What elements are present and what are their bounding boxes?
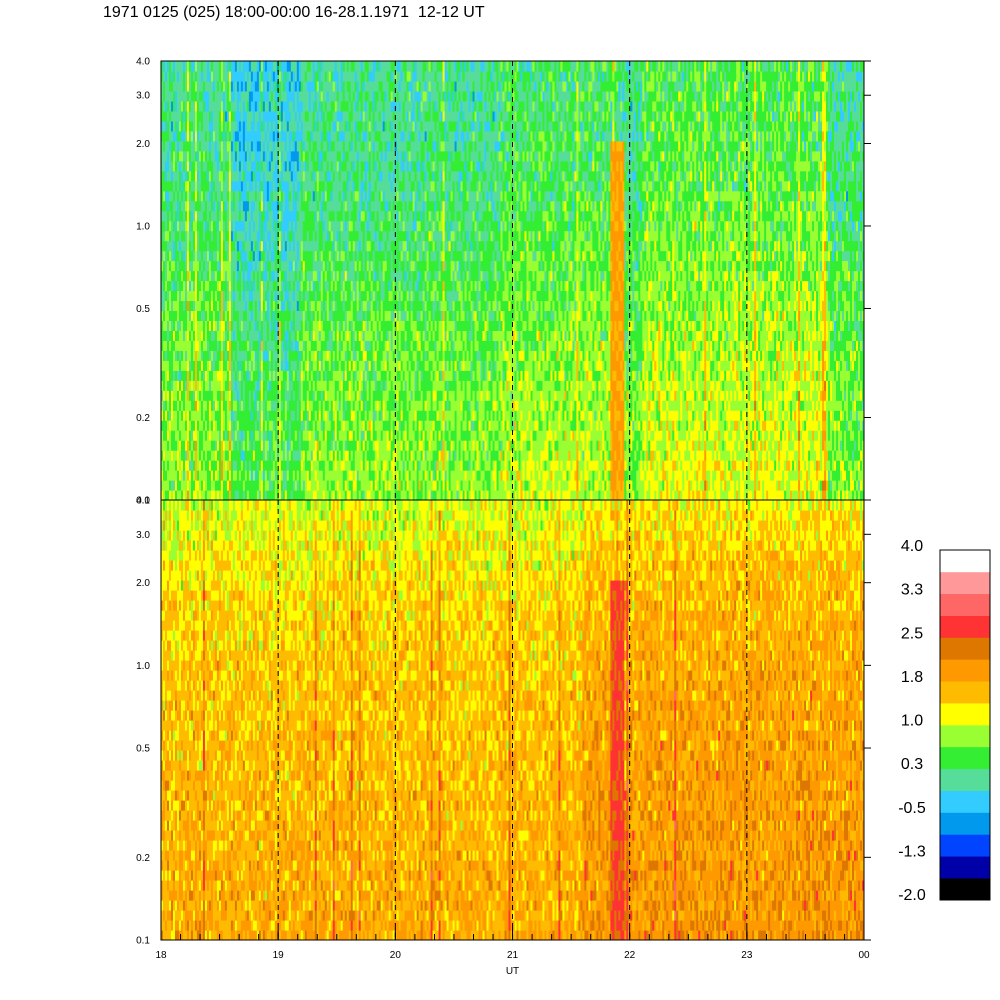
colorbar-swatch xyxy=(940,615,990,638)
lower-y-tick-label: 3.0 xyxy=(136,530,150,541)
lower-spectrogram-panel xyxy=(161,500,864,940)
colorbar-swatch xyxy=(940,571,990,595)
colorbar-swatch xyxy=(940,681,990,704)
colorbar-label: 3.3 xyxy=(901,582,923,599)
colorbar-label: -2.0 xyxy=(898,887,926,904)
upper-y-tick-label: 1.0 xyxy=(136,221,150,232)
upper-y-tick-label: 3.0 xyxy=(136,91,150,102)
lower-y-tick-label: 1.0 xyxy=(136,661,150,672)
colorbar-label: 1.0 xyxy=(901,713,923,730)
colorbar-swatch xyxy=(940,790,990,813)
axes-overlay: 0.10.20.51.02.03.04.00.10.20.51.02.03.04… xyxy=(136,57,871,977)
colorbar-swatch xyxy=(940,593,990,616)
colorbar-label: 0.3 xyxy=(901,756,923,773)
colorbar-swatch xyxy=(940,768,990,791)
colorbar-label: 4.0 xyxy=(901,538,923,555)
upper-y-tick-label: 4.0 xyxy=(136,57,150,68)
lower-y-tick-label: 0.5 xyxy=(136,744,150,755)
colorbar: -2.0 -1.3 -0.5 0.3 1.0 1.8 2.5 3.3 4.0 xyxy=(898,538,991,904)
colorbar-swatch xyxy=(940,856,990,879)
x-tick-label: 18 xyxy=(155,950,167,961)
lower-y-tick-label: 4.0 xyxy=(136,496,150,507)
lower-y-tick-label: 2.0 xyxy=(136,578,150,589)
colorbar-label: -0.5 xyxy=(898,800,926,817)
x-tick-label: 19 xyxy=(273,950,285,961)
colorbar-swatch xyxy=(940,812,990,835)
colorbar-swatch xyxy=(940,878,990,901)
colorbar-swatch xyxy=(940,703,990,726)
x-tick-label: 20 xyxy=(390,950,402,961)
colorbar-frame xyxy=(939,549,991,901)
colorbar-swatch xyxy=(940,637,990,660)
upper-spectrogram-panel xyxy=(161,61,864,500)
upper-y-tick-label: 0.5 xyxy=(136,304,150,315)
lower-y-tick-label: 0.1 xyxy=(136,936,150,947)
x-tick-label: 00 xyxy=(858,950,870,961)
x-tick-label: 23 xyxy=(741,950,753,961)
x-tick-label: 22 xyxy=(624,950,636,961)
upper-y-tick-label: 2.0 xyxy=(136,139,150,150)
colorbar-swatch xyxy=(940,659,990,682)
upper-y-tick-label: 0.2 xyxy=(136,413,150,424)
x-tick-label: 21 xyxy=(507,950,519,961)
colorbar-label: 1.8 xyxy=(901,669,923,686)
x-axis-label: UT xyxy=(506,966,519,977)
colorbar-label: 2.5 xyxy=(901,625,923,642)
lower-y-tick-label: 0.2 xyxy=(136,853,150,864)
colorbar-swatch xyxy=(940,834,990,857)
colorbar-swatch xyxy=(940,725,990,748)
upper-y-tick-label: 0.1 xyxy=(136,496,150,507)
colorbar-swatch xyxy=(940,746,990,770)
colorbar-label: -1.3 xyxy=(898,843,926,860)
colorbar-swatch xyxy=(940,550,990,573)
page-title: 1971 0125 (025) 18:00-00:00 16-28.1.1971… xyxy=(103,4,485,22)
